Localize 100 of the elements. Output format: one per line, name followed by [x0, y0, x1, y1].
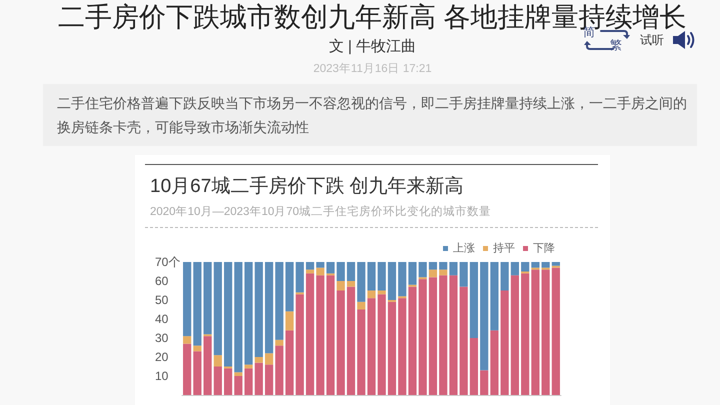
- bar: [542, 262, 550, 268]
- bar: [398, 298, 406, 395]
- bar: [316, 268, 324, 276]
- bar: [224, 368, 232, 395]
- bar: [357, 310, 366, 395]
- bar: [264, 262, 274, 354]
- bar: [449, 262, 458, 276]
- bar: [275, 340, 284, 346]
- bar: [234, 376, 242, 395]
- bar: [316, 275, 324, 395]
- bar: [510, 262, 520, 276]
- bar: [193, 262, 202, 346]
- bar: [336, 290, 345, 395]
- bar: [521, 273, 530, 395]
- bar: [285, 311, 294, 330]
- legend-label: 下降: [533, 242, 555, 254]
- bar: [418, 262, 427, 278]
- y-tick-label: 60: [155, 274, 169, 288]
- bar: [346, 286, 356, 395]
- bar: [254, 357, 263, 363]
- bar: [275, 346, 284, 395]
- bar: [296, 262, 304, 292]
- bar: [326, 275, 335, 395]
- bar: [428, 262, 438, 270]
- bar: [460, 262, 468, 287]
- bar: [336, 281, 345, 290]
- y-tick-label: 10: [155, 369, 169, 383]
- bar: [439, 262, 448, 270]
- bar: [193, 346, 202, 352]
- bar: [542, 270, 550, 395]
- text: 2023年11月16日 17:21: [312, 62, 433, 77]
- bar: [316, 262, 324, 268]
- bar: [388, 302, 396, 395]
- legend-label: 持平: [493, 242, 515, 254]
- bar: [521, 262, 530, 272]
- bar: [500, 262, 509, 290]
- bar: [264, 353, 274, 365]
- y-tick-label: 20: [155, 350, 169, 364]
- bar: [408, 286, 417, 395]
- chart-title: 10月67城二手房价下跌 创九年来新高: [150, 175, 464, 197]
- bar: [439, 275, 448, 395]
- bar: [285, 330, 294, 395]
- y-tick-label: 50: [155, 293, 169, 307]
- bar: [326, 262, 335, 274]
- bar: [346, 281, 356, 287]
- bar: [183, 344, 192, 395]
- bar: [357, 262, 366, 302]
- bar: [214, 366, 222, 395]
- bar: [214, 355, 222, 366]
- y-tick-label: 30: [155, 331, 169, 345]
- bar: [439, 270, 448, 276]
- bar: [244, 364, 253, 368]
- bar: [388, 262, 396, 300]
- bar: [418, 279, 427, 395]
- bar: [204, 336, 212, 395]
- bar: [264, 364, 274, 395]
- bar: [306, 262, 314, 270]
- y-tick-label: 70个: [155, 255, 180, 269]
- text: 试听: [640, 32, 664, 48]
- bar: [234, 262, 242, 372]
- text: 二手住宅价格普遍下跌反映当下市场另一不容忽视的信号，即二手房挂牌量持续上涨，一二手房之间的换房链条卡壳，可能导致市场渐失流动性: [57, 94, 688, 137]
- chart-subtitle: 2020年10月—2023年10月70城二手住宅房价环比变化的城市数量: [150, 204, 492, 218]
- bar: [367, 290, 376, 298]
- bar: [193, 351, 202, 395]
- bar: [357, 302, 366, 310]
- bar: [275, 262, 284, 340]
- y-tick-label: 40: [155, 312, 169, 326]
- bar: [254, 262, 263, 357]
- bar: [460, 286, 468, 395]
- bar: [500, 290, 509, 395]
- bar: [449, 275, 458, 395]
- bar: [346, 262, 356, 281]
- bar: [490, 262, 499, 330]
- bar: [531, 270, 540, 395]
- bar: [398, 262, 406, 296]
- bar: [183, 336, 192, 344]
- bar: [183, 262, 192, 336]
- bar: [378, 262, 386, 290]
- bar: [254, 362, 263, 395]
- bar: [285, 262, 294, 312]
- bar: [428, 277, 438, 395]
- bar: [234, 372, 242, 376]
- bar: [296, 294, 304, 395]
- bar: [306, 273, 314, 395]
- bar: [214, 262, 222, 356]
- bar: [552, 268, 560, 395]
- bar: [306, 270, 314, 274]
- bar: [336, 262, 345, 281]
- bar: [367, 298, 376, 395]
- bar: [480, 370, 488, 395]
- bar: [428, 270, 438, 278]
- bar: [531, 262, 540, 268]
- bar: [552, 262, 560, 266]
- bar: [480, 262, 488, 370]
- bar: [470, 338, 478, 395]
- bar: [378, 290, 386, 294]
- bar: [244, 262, 253, 365]
- bar: [510, 275, 520, 395]
- bar: [490, 330, 499, 395]
- text: 文 | 牛牧江曲: [328, 38, 416, 55]
